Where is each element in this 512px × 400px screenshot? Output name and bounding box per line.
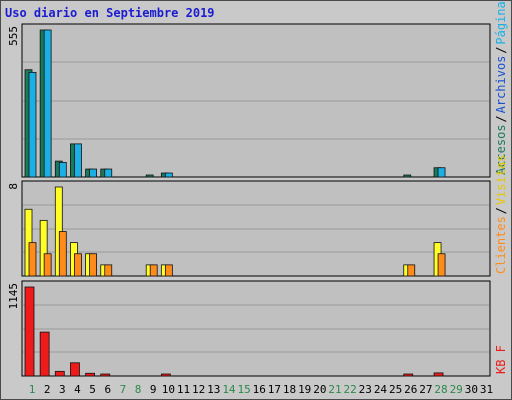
legend-label: Archivos: [494, 56, 508, 114]
x-tick-label-8: 8: [135, 383, 142, 396]
y-max-label-kbytes: 1145: [7, 283, 20, 310]
x-tick-label-15: 15: [237, 383, 250, 396]
legend-label: Visitas: [494, 155, 508, 206]
legend-label: KB F: [494, 345, 508, 374]
bar-visits-clientes-3: [58, 231, 67, 277]
x-tick-label-3: 3: [59, 383, 66, 396]
x-tick-label-4: 4: [74, 383, 81, 396]
legend-label: Clientes: [494, 216, 508, 274]
bar-visits-clientes-10: [164, 264, 173, 277]
bar-visits-clientes-28: [437, 253, 446, 277]
x-tick-label-19: 19: [298, 383, 311, 396]
x-tick-label-18: 18: [283, 383, 296, 396]
bar-visits-visitas-2: [39, 219, 48, 277]
bar-kbytes-kb-f-5: [85, 372, 95, 377]
bar-visits-clientes-1: [28, 242, 37, 277]
x-tick-label-9: 9: [150, 383, 157, 396]
x-tick-label-26: 26: [404, 383, 417, 396]
bar-hits-archivos-3: [58, 162, 67, 178]
x-tick-label-29: 29: [450, 383, 463, 396]
legend-label: /: [494, 207, 508, 214]
x-tick-label-14: 14: [222, 383, 236, 396]
y-max-label-visits: 8: [7, 183, 20, 190]
bar-visits-clientes-6: [104, 264, 113, 277]
bar-kbytes-kb-f-4: [70, 362, 80, 377]
x-tick-label-13: 13: [207, 383, 220, 396]
x-tick-label-16: 16: [253, 383, 266, 396]
chart-title: Uso diario en Septiembre 2019: [5, 6, 215, 20]
bar-visits-clientes-2: [43, 253, 52, 277]
bar-kbytes-kb-f-3: [54, 370, 65, 377]
x-tick-label-25: 25: [389, 383, 402, 396]
legend-label: Accesos: [494, 124, 508, 175]
bar-hits-archivos-2: [43, 29, 52, 178]
x-tick-label-21: 21: [328, 383, 341, 396]
bar-kbytes-kb-f-26: [403, 373, 414, 377]
legend-label: /: [494, 115, 508, 122]
bar-hits-archivos-10: [164, 172, 173, 178]
bar-hits-archivos-5: [89, 168, 97, 178]
y-max-label-hits: 555: [7, 26, 20, 46]
legend-label: /: [494, 47, 508, 54]
x-tick-label-20: 20: [313, 383, 326, 396]
bar-hits-archivos-1: [28, 71, 37, 178]
bar-kbytes-kb-f-28: [433, 372, 444, 377]
bar-kbytes-kb-f-2: [39, 331, 50, 377]
x-tick-label-22: 22: [344, 383, 357, 396]
bar-visits-clientes-26: [407, 264, 416, 277]
bar-hits-archivos-4: [74, 143, 82, 178]
bar-kbytes-kb-f-1: [24, 286, 35, 377]
x-tick-label-28: 28: [434, 383, 447, 396]
bar-visits-clientes-9: [149, 264, 158, 277]
bar-kbytes-kb-f-10: [160, 373, 171, 377]
bar-hits-archivos-6: [104, 168, 113, 178]
x-tick-label-5: 5: [89, 383, 96, 396]
x-tick-label-10: 10: [162, 383, 175, 396]
x-tick-label-6: 6: [104, 383, 111, 396]
x-tick-label-12: 12: [192, 383, 205, 396]
legend-label: Páginas: [494, 0, 508, 45]
x-tick-label-1: 1: [29, 383, 36, 396]
bar-hits-accesos-26: [403, 174, 412, 178]
bar-visits-clientes-4: [74, 253, 82, 277]
x-tick-label-2: 2: [44, 383, 51, 396]
x-tick-label-27: 27: [419, 383, 432, 396]
bar-kbytes-kb-f-6: [100, 373, 111, 377]
bar-visits-clientes-5: [89, 253, 97, 277]
x-tick-label-24: 24: [374, 383, 388, 396]
bar-hits-accesos-9: [145, 174, 154, 178]
bar-hits-archivos-28: [437, 167, 446, 178]
x-tick-label-31: 31: [480, 383, 493, 396]
x-tick-label-17: 17: [268, 383, 281, 396]
x-tick-label-23: 23: [359, 383, 372, 396]
x-tick-label-30: 30: [465, 383, 478, 396]
x-tick-label-7: 7: [120, 383, 127, 396]
x-tick-label-11: 11: [177, 383, 190, 396]
